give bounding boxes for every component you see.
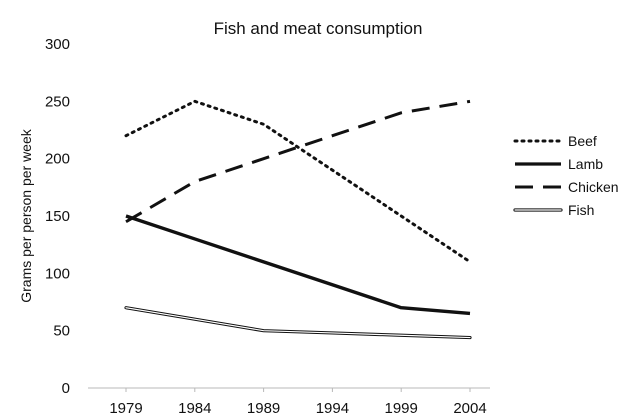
x-tick-label: 1984: [178, 400, 211, 417]
fish-series-line-inner: [125, 307, 471, 339]
chart-title: Fish and meat consumption: [214, 19, 423, 38]
legend-label-chicken: Chicken: [568, 179, 619, 195]
y-tick-label: 150: [45, 208, 70, 225]
y-axis-label: Grams per person per week: [18, 128, 34, 303]
y-tick-label: 0: [62, 380, 70, 397]
x-tick-label: 1999: [385, 400, 418, 417]
x-axis-ticks: 1979 1984 1989 1994 1999 2004: [109, 388, 487, 417]
legend-label-beef: Beef: [568, 133, 597, 149]
y-tick-label: 50: [53, 323, 70, 340]
fish-series-line: [124, 306, 472, 340]
y-tick-label: 250: [45, 93, 70, 110]
x-tick-label: 1979: [109, 400, 142, 417]
y-tick-label: 100: [45, 265, 70, 282]
x-tick-label: 2004: [453, 400, 486, 417]
legend-label-lamb: Lamb: [568, 156, 603, 172]
chicken-series-line: [125, 99, 471, 224]
y-tick-label: 200: [45, 151, 70, 168]
y-tick-label: 300: [45, 36, 70, 53]
legend: Beef Lamb Chicken Fish: [513, 133, 619, 218]
lamb-series-line: [125, 214, 471, 316]
series-lines: [124, 99, 472, 340]
x-tick-label: 1989: [247, 400, 280, 417]
y-axis-ticks: 0 50 100 150 200 250 300: [45, 36, 70, 397]
beef-series-line: [124, 99, 472, 264]
legend-label-fish: Fish: [568, 202, 594, 218]
x-tick-label: 1994: [316, 400, 349, 417]
